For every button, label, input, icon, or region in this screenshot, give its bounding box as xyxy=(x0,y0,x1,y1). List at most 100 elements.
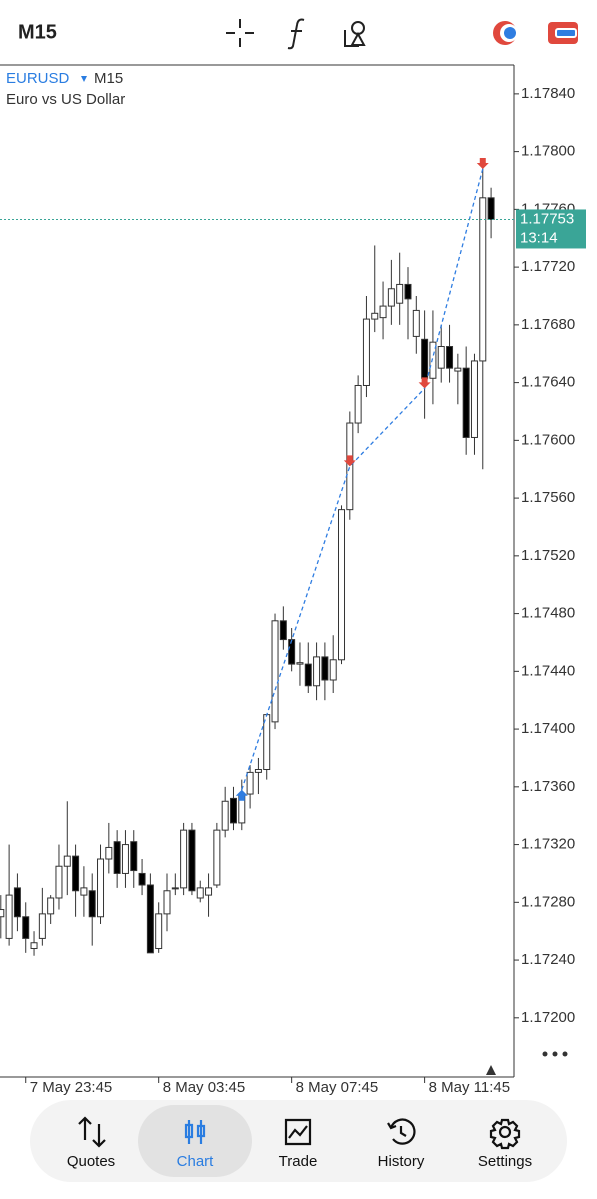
nav-label: Settings xyxy=(478,1153,532,1170)
nav-item[interactable]: History xyxy=(378,1118,425,1170)
candle-body xyxy=(13,887,21,918)
candle-body xyxy=(354,384,362,424)
y-tick-label: 1.17280 xyxy=(521,893,575,910)
candle-body xyxy=(221,800,229,831)
candle-body xyxy=(396,283,404,304)
candle-body xyxy=(412,309,420,337)
candle-body xyxy=(213,829,221,886)
y-tick-label: 1.17640 xyxy=(521,374,575,391)
candle-body xyxy=(271,620,279,723)
x-tick-label: 7 May 23:45 xyxy=(30,1079,113,1096)
candle-body xyxy=(279,620,287,641)
candle-body xyxy=(229,797,237,824)
candle-body xyxy=(246,771,254,795)
candle-body xyxy=(479,197,487,362)
nav-icon xyxy=(284,1118,312,1146)
candle-body xyxy=(163,890,171,915)
candle-body xyxy=(121,844,129,874)
y-tick-label: 1.17840 xyxy=(521,85,575,102)
candle-body xyxy=(0,909,5,918)
y-tick-label: 1.17440 xyxy=(521,662,575,679)
y-tick-label: 1.17320 xyxy=(521,836,575,853)
candle-body xyxy=(188,829,196,892)
y-tick-label: 1.17240 xyxy=(521,951,575,968)
y-tick-label: 1.17400 xyxy=(521,720,575,737)
x-tick-label: 8 May 03:45 xyxy=(163,1079,246,1096)
sell-marker xyxy=(418,377,431,389)
candle-body xyxy=(487,197,495,220)
candle-body xyxy=(454,367,462,372)
crosshair-icon[interactable] xyxy=(226,19,254,47)
y-tick-label: 1.17480 xyxy=(521,605,575,622)
candle-body xyxy=(387,288,395,307)
chart-timeframe: M15 xyxy=(94,70,123,87)
candle-body xyxy=(22,916,30,939)
buy-marker xyxy=(235,789,248,801)
candle-body xyxy=(470,360,478,438)
candle-body xyxy=(304,663,312,687)
timeframe-button[interactable]: M15 xyxy=(18,21,57,43)
nav-item[interactable]: Settings xyxy=(478,1118,532,1170)
candle-body xyxy=(171,887,179,890)
candle-body xyxy=(146,884,154,954)
symbol-description: Euro vs US Dollar xyxy=(6,91,125,108)
candle-body xyxy=(155,913,163,950)
y-tick-label: 1.17520 xyxy=(521,547,575,564)
candle-body xyxy=(313,656,321,687)
candle-body xyxy=(329,659,337,681)
y-tick-label: 1.17600 xyxy=(521,431,575,448)
x-tick-label: 8 May 07:45 xyxy=(296,1079,379,1096)
y-tick-label: 1.17360 xyxy=(521,778,575,795)
candle-body xyxy=(437,346,445,369)
y-tick-label: 1.17800 xyxy=(521,143,575,160)
nav-item[interactable]: Chart xyxy=(177,1120,215,1170)
candle-body xyxy=(338,509,346,661)
nav-label: Chart xyxy=(177,1153,215,1170)
objects-icon[interactable] xyxy=(344,21,366,47)
candle-body xyxy=(196,887,204,899)
candle-body xyxy=(421,338,429,379)
symbol[interactable]: EURUSD xyxy=(6,70,70,87)
candle-body xyxy=(296,662,304,665)
candle-body xyxy=(288,639,296,665)
nav-item[interactable]: Quotes xyxy=(67,1116,115,1170)
symbol-dropdown[interactable] xyxy=(81,76,87,82)
sell-marker xyxy=(343,455,356,467)
nav-label: Quotes xyxy=(67,1153,115,1170)
indicator-icon[interactable] xyxy=(287,18,305,50)
nav-icon xyxy=(387,1118,416,1145)
candle-body xyxy=(180,829,188,889)
candle-body xyxy=(379,305,387,319)
candle-body xyxy=(5,894,13,939)
candle-body xyxy=(30,942,38,950)
nav-active-pill xyxy=(138,1105,252,1177)
candle-body xyxy=(88,890,96,918)
y-tick-label: 1.17200 xyxy=(521,1009,575,1026)
trade-icon[interactable] xyxy=(548,22,578,44)
candle-body xyxy=(371,312,379,320)
candle-body xyxy=(446,346,454,369)
candle-body xyxy=(404,283,412,300)
account-icon[interactable] xyxy=(493,21,518,45)
candle-body xyxy=(113,841,121,874)
candle-body xyxy=(362,318,370,386)
candle-body xyxy=(72,855,80,892)
current-price-box xyxy=(516,209,586,249)
candle-body xyxy=(429,341,437,379)
candle-body xyxy=(205,887,213,896)
shift-marker xyxy=(486,1065,496,1075)
candle-body xyxy=(138,872,146,886)
more-icon[interactable] xyxy=(542,1051,568,1057)
y-tick-label: 1.17720 xyxy=(521,258,575,275)
nav-item[interactable]: Trade xyxy=(279,1118,318,1170)
candle-body xyxy=(321,656,329,681)
x-tick-label: 8 May 11:45 xyxy=(429,1079,510,1096)
candle-body xyxy=(254,769,262,773)
candle-body xyxy=(63,855,71,867)
candle-body xyxy=(38,913,46,939)
sell-marker xyxy=(476,157,489,169)
candle-body xyxy=(47,897,55,915)
y-tick-label: 1.17680 xyxy=(521,316,575,333)
current-price-label: 1.17753 xyxy=(520,210,574,227)
